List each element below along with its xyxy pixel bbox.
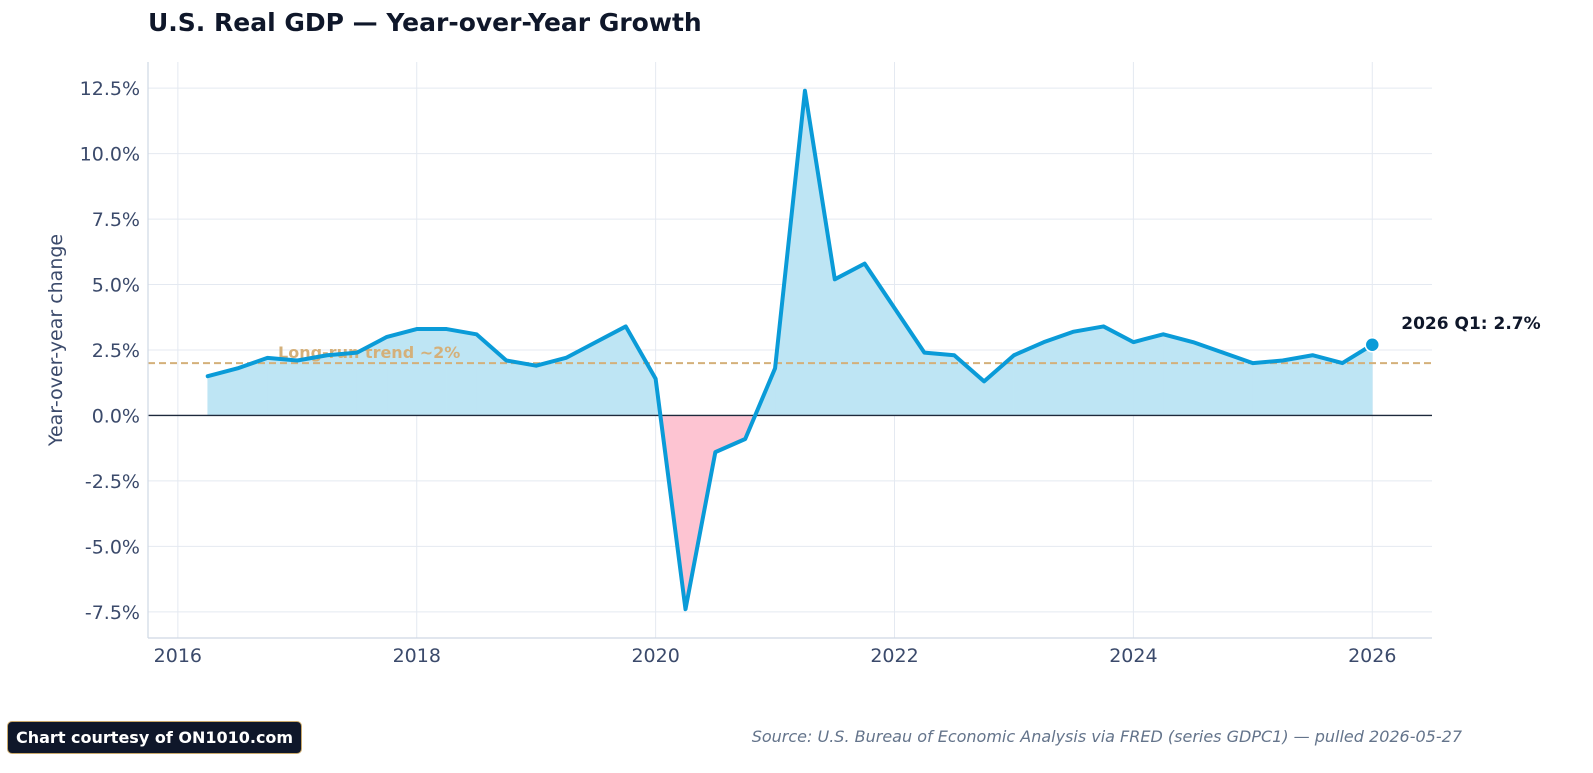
last-point-marker — [1364, 337, 1381, 353]
y-tick-label: -7.5% — [85, 602, 140, 624]
positive-area — [983, 354, 1015, 416]
y-tick-label: 10.0% — [80, 144, 140, 166]
positive-area — [1073, 326, 1104, 416]
positive-area — [386, 328, 418, 416]
positive-area — [1312, 354, 1343, 416]
positive-area — [506, 360, 537, 416]
positive-area — [1282, 354, 1313, 416]
y-tick-label: 12.5% — [80, 78, 140, 100]
positive-area — [1162, 333, 1194, 416]
axes: 2016 2018 2020 2022 2024 2026 -7.5% -5.0% -2.5% 0… — [45, 62, 1432, 667]
positive-area — [297, 354, 328, 416]
gdp-growth-line — [205, 88, 1375, 612]
positive-area — [1133, 333, 1164, 416]
x-tick-label: 2016 — [154, 645, 202, 667]
positive-area — [953, 354, 985, 416]
source-note: Source: U.S. Bureau of Economic Analysis… — [751, 727, 1462, 746]
positive-area — [894, 307, 925, 416]
x-tick-label: 2024 — [1109, 645, 1157, 667]
positive-area — [267, 357, 298, 416]
labels: 2026 Q1: 2.7% — [1401, 314, 1540, 334]
y-axis-title: Year-over-year change — [45, 234, 67, 447]
positive-area — [416, 328, 447, 416]
positive-area — [834, 263, 865, 416]
y-tick-label: 7.5% — [92, 209, 140, 231]
positive-area — [924, 352, 955, 416]
y-tick-label: 0.0% — [92, 405, 140, 427]
positive-area — [1043, 331, 1074, 416]
y-tick-label: -5.0% — [85, 536, 140, 558]
x-tick-label: 2022 — [870, 645, 918, 667]
positive-area — [446, 328, 477, 416]
series-layer — [205, 88, 1381, 612]
x-tick-label: 2026 — [1348, 645, 1396, 667]
y-tick-label: 2.5% — [92, 340, 140, 362]
x-tick-label: 2020 — [631, 645, 679, 667]
chart-title: U.S. Real GDP — Year-over-Year Growth — [148, 8, 702, 37]
y-tick-label: 5.0% — [92, 275, 140, 297]
positive-area — [565, 341, 597, 416]
last-point-label: 2026 Q1: 2.7% — [1401, 314, 1540, 334]
positive-area — [1252, 360, 1283, 416]
x-tick-label: 2018 — [393, 645, 441, 667]
y-tick-label: -2.5% — [85, 471, 140, 493]
credit-badge: Chart courtesy of ON1010.com — [7, 721, 303, 754]
